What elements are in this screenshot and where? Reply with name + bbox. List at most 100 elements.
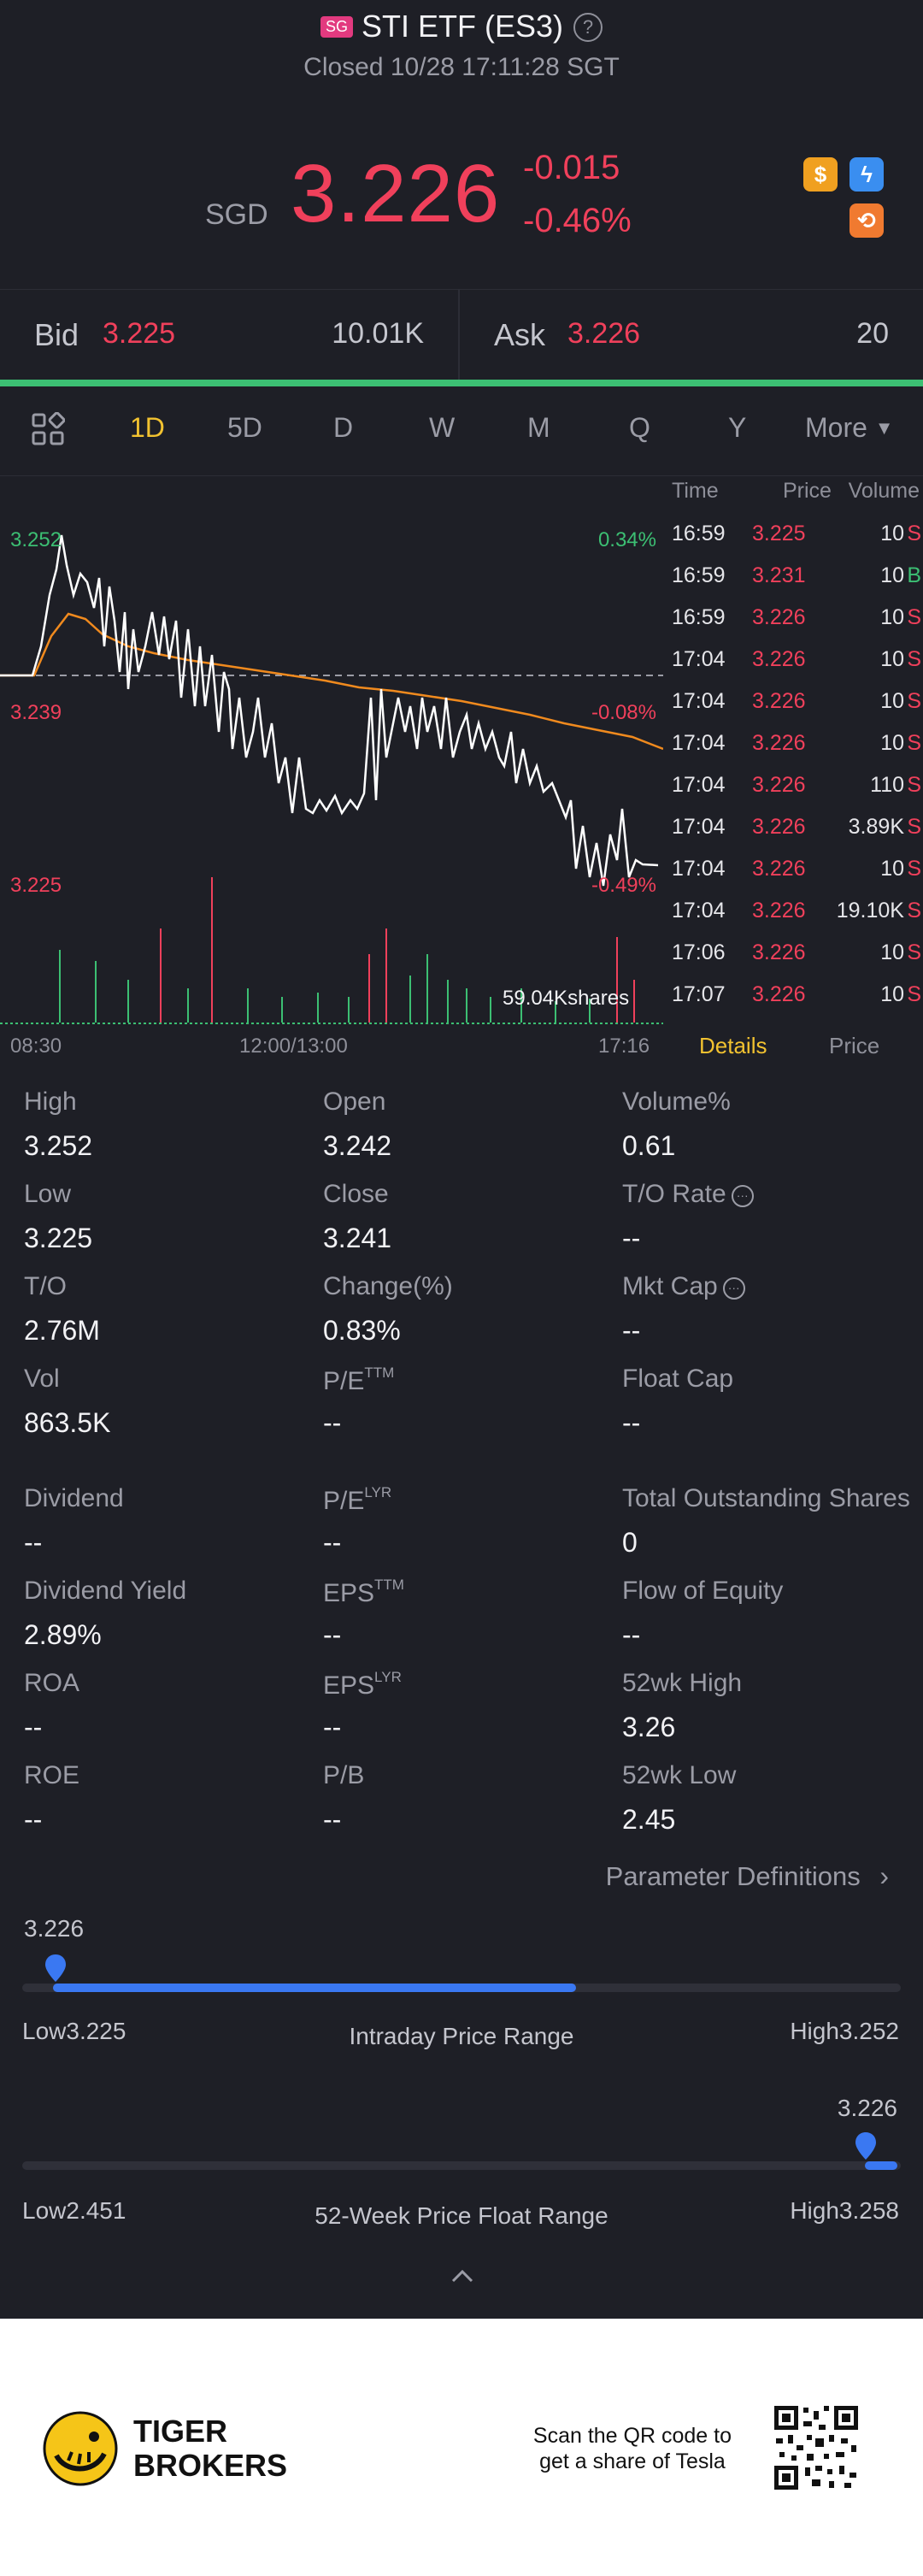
trade-side: S: [907, 857, 921, 881]
trade-side: S: [907, 940, 921, 964]
mktcap-label-text: Mkt Cap: [622, 1272, 718, 1300]
trade-time: 17:04: [672, 899, 726, 923]
pct-label-high: 0.34%: [597, 528, 656, 551]
tab-details[interactable]: Details: [699, 1033, 767, 1058]
eps-ttm-sup: TTM: [374, 1577, 404, 1593]
info-icon[interactable]: ···: [731, 1185, 754, 1207]
stat-52wk-high: 3.26: [622, 1712, 676, 1742]
trade-price: 3.226: [752, 815, 806, 839]
brand-name: TIGER BROKERS: [133, 2414, 287, 2483]
x-label-close: 17:16: [598, 1035, 650, 1058]
price-change: -0.015: [523, 149, 620, 186]
stat-volpct-label: Volume%: [622, 1088, 731, 1116]
tab-q[interactable]: Q: [629, 412, 650, 443]
week52-high: High3.258: [790, 2197, 899, 2225]
stat-high: 3.252: [24, 1130, 93, 1161]
grid-icon[interactable]: [31, 411, 66, 446]
trade-price: 3.225: [752, 522, 806, 545]
trade-volume: 10: [880, 940, 904, 964]
footer-banner: TIGER BROKERS Scan the QR code to get a …: [0, 2319, 923, 2576]
location-pin-icon: [45, 1954, 66, 1986]
info-icon[interactable]: ···: [722, 1277, 745, 1300]
trade-row: 17:04 3.226 10 S: [667, 640, 923, 682]
bid-ask-ratio-bar: [0, 380, 923, 386]
qr-code-icon: [773, 2404, 860, 2491]
stat-mktcap-label: Mkt Cap ···: [622, 1272, 745, 1301]
stat-pe-lyr: --: [323, 1527, 342, 1558]
stat-floatcap-label: Float Cap: [622, 1365, 734, 1393]
chevron-up-icon[interactable]: [450, 2266, 475, 2286]
intraday-range-title: Intraday Price Range: [349, 2023, 574, 2049]
trade-side: S: [907, 773, 921, 797]
intraday-current-label: 3.226: [24, 1915, 85, 1942]
x-label-lunch: 12:00/13:00: [239, 1035, 348, 1058]
tab-more[interactable]: More ▼: [805, 412, 894, 444]
bid-ask-bar: Bid 3.225 10.01K Ask 3.226 20: [0, 289, 923, 380]
intraday-high-value: 3.252: [838, 2018, 899, 2044]
week52-high-label: High: [790, 2197, 839, 2224]
stat-low-label: Low: [24, 1180, 72, 1208]
tab-1d[interactable]: 1D: [130, 412, 165, 443]
more-label: More: [805, 412, 867, 443]
last-price: 3.226: [291, 148, 501, 239]
trade-row: 16:59 3.231 10 B: [667, 557, 923, 598]
trade-row: 17:04 3.226 3.89K S: [667, 808, 923, 850]
trade-side: B: [907, 563, 921, 587]
week52-high-value: 3.258: [838, 2197, 899, 2224]
options-icon[interactable]: ⟲: [850, 203, 884, 238]
week52-current-label: 3.226: [837, 2095, 897, 2121]
stat-52wk-low-label: 52wk Low: [622, 1761, 737, 1789]
trade-volume: 10: [880, 647, 904, 671]
tab-m[interactable]: M: [527, 412, 550, 443]
stat-eps-lyr: --: [323, 1712, 342, 1742]
week52-range-fill: [865, 2161, 897, 2170]
lightning-icon[interactable]: ϟ: [850, 157, 884, 192]
trade-price: 3.226: [752, 940, 806, 964]
tab-w[interactable]: W: [429, 412, 456, 443]
stat-open-label: Open: [323, 1088, 386, 1116]
stat-open: 3.242: [323, 1130, 392, 1161]
stat-vol: 863.5K: [24, 1407, 111, 1438]
stat-to-label: T/O: [24, 1272, 67, 1300]
intraday-chart[interactable]: 3.252 3.239 3.225 0.34% -0.08% -0.49% 59…: [0, 475, 664, 1058]
trade-side: S: [907, 815, 921, 839]
trade-row: 17:04 3.226 10 S: [667, 850, 923, 892]
intraday-range-fill: [53, 1984, 576, 1992]
trade-time: 17:04: [672, 731, 726, 755]
location-pin-icon: [855, 2132, 876, 2164]
trade-volume: 10: [880, 563, 904, 587]
week52-range-title: 52-Week Price Float Range: [315, 2202, 608, 2229]
trade-time: 17:04: [672, 647, 726, 671]
trade-time: 17:04: [672, 689, 726, 713]
week52-low: Low2.451: [22, 2197, 126, 2225]
tab-d[interactable]: D: [333, 412, 354, 443]
trade-volume: 10: [880, 982, 904, 1006]
trade-price: 3.226: [752, 773, 806, 797]
trade-price: 3.226: [752, 689, 806, 713]
question-circle-icon[interactable]: ?: [573, 13, 603, 42]
trade-side: S: [907, 731, 921, 755]
price-change-percent: -0.46%: [523, 202, 632, 239]
trade-volume: 19.10K: [836, 899, 904, 923]
intraday-low-label: Low: [22, 2018, 67, 2044]
trade-time: 16:59: [672, 522, 726, 545]
ask-price: 3.226: [567, 317, 641, 350]
pe-lyr-sup: LYR: [364, 1484, 392, 1500]
period-tabs: 1D 5D D W M Q Y More ▼: [0, 393, 923, 467]
pe-ttm-text: P/E: [323, 1367, 365, 1395]
tab-price[interactable]: Price: [829, 1033, 880, 1058]
dollar-icon[interactable]: $: [803, 157, 838, 192]
trade-row: 17:04 3.226 110 S: [667, 766, 923, 808]
stat-tos: 0: [622, 1527, 638, 1558]
trade-time: 17:06: [672, 940, 726, 964]
brand-line1: TIGER: [133, 2414, 228, 2449]
stat-roa: --: [24, 1712, 43, 1742]
tab-y[interactable]: Y: [728, 412, 747, 443]
parameter-definitions-link[interactable]: Parameter Definitions ›: [606, 1860, 889, 1892]
tab-5d[interactable]: 5D: [227, 412, 262, 443]
trade-volume: 10: [880, 857, 904, 881]
eps-lyr-text: EPS: [323, 1671, 375, 1700]
volume-label: 59.04Kshares: [503, 987, 630, 1010]
stat-floatcap: --: [622, 1407, 641, 1438]
market-status: Closed 10/28 17:11:28 SGT: [303, 53, 620, 81]
